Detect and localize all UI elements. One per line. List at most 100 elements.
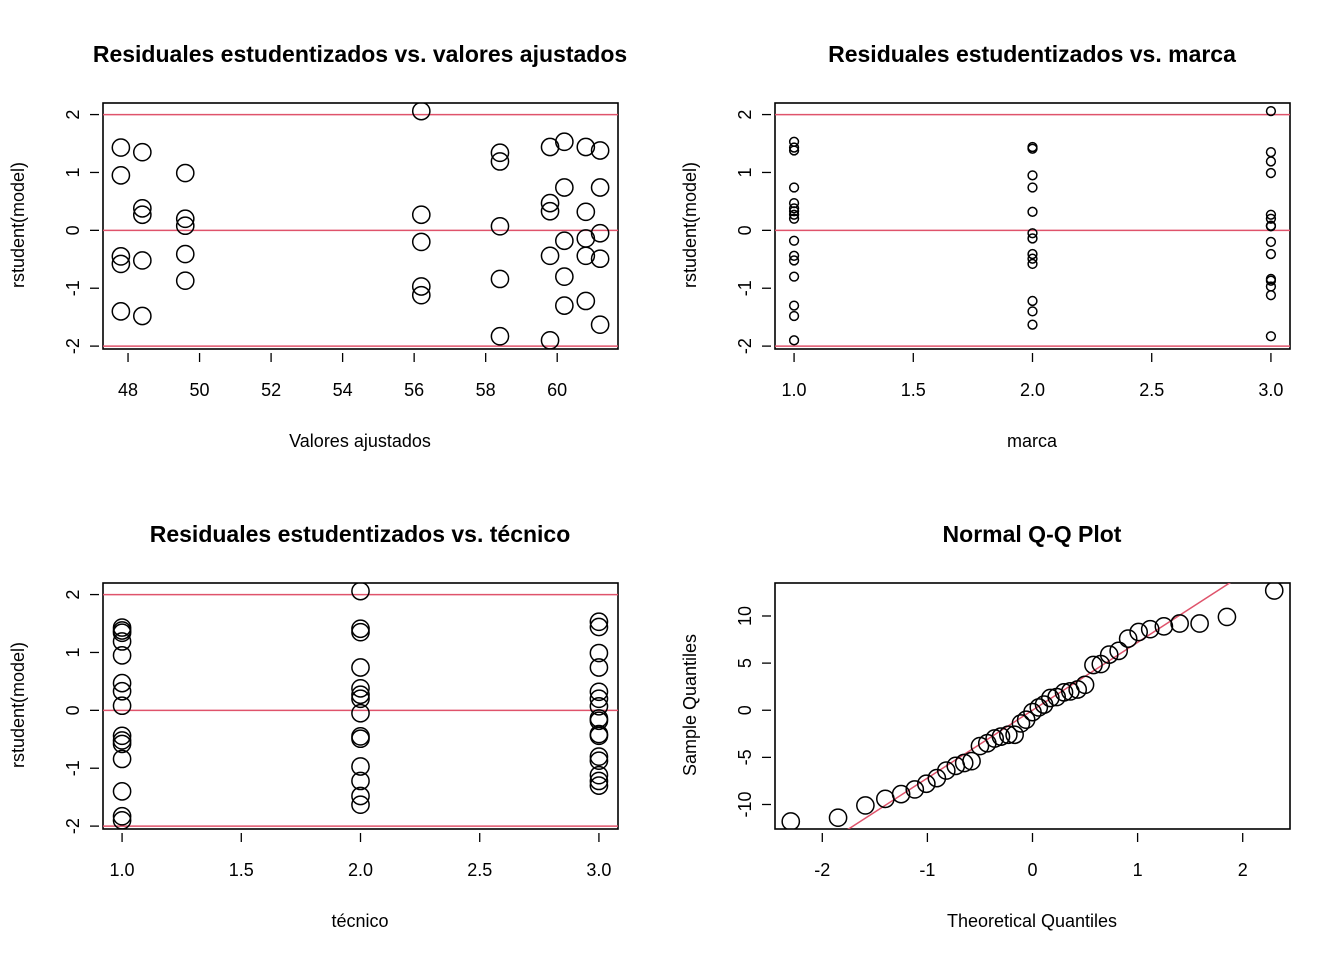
data-point: [1265, 156, 1277, 167]
y-axis-label: Sample Quantiles: [680, 634, 700, 776]
data-point: [351, 757, 370, 776]
data-point: [490, 269, 510, 289]
data-point: [576, 202, 596, 222]
data-point: [590, 249, 610, 269]
data-point: [954, 753, 974, 773]
data-point: [555, 132, 574, 152]
x-axis-label: marca: [1007, 431, 1058, 451]
plot-frame: [774, 582, 1291, 830]
data-point: [132, 251, 152, 270]
data-point: [411, 232, 431, 252]
data-point: [1217, 607, 1237, 627]
data-point: [111, 138, 131, 157]
data-point: [1264, 583, 1284, 600]
x-tick-label: 50: [190, 380, 210, 400]
y-tick-label: -2: [735, 338, 755, 354]
y-tick-label: -10: [735, 791, 755, 817]
data-point: [351, 703, 370, 723]
data-point: [589, 689, 609, 709]
plot-area: [775, 105, 1290, 347]
y-tick-label: 5: [735, 658, 755, 668]
plot-area: [103, 583, 618, 829]
x-tick-label: 58: [476, 380, 496, 400]
data-point: [112, 810, 132, 829]
data-point: [1154, 617, 1174, 636]
x-tick-label: 1.0: [782, 380, 807, 400]
data-point: [112, 749, 132, 769]
y-tick-label: 1: [735, 167, 755, 177]
data-point: [916, 774, 936, 794]
data-point: [788, 213, 800, 224]
data-point: [788, 142, 800, 153]
chart-title: Residuales estudentizados vs. valores aj…: [93, 41, 627, 67]
data-point: [112, 696, 132, 716]
data-point: [411, 277, 431, 296]
data-point: [1027, 248, 1038, 260]
data-point: [1265, 209, 1277, 220]
data-point: [589, 643, 609, 663]
data-point: [589, 765, 609, 785]
data-point: [788, 203, 800, 214]
data-point: [788, 310, 800, 322]
data-point: [576, 137, 596, 157]
x-axis-label: técnico: [331, 911, 388, 931]
y-tick-label: 0: [63, 705, 83, 715]
data-point: [1027, 295, 1038, 307]
data-point: [1027, 170, 1038, 181]
data-point: [112, 646, 132, 665]
data-point: [555, 231, 574, 251]
data-point: [589, 696, 609, 716]
data-point: [112, 734, 132, 754]
data-point: [788, 271, 800, 282]
data-point: [970, 736, 990, 756]
data-point: [1005, 725, 1024, 745]
data-point: [1265, 275, 1277, 286]
data-point: [351, 658, 370, 677]
data-point: [589, 747, 609, 766]
data-point: [589, 724, 609, 744]
data-point: [112, 806, 132, 826]
data-point: [1140, 619, 1160, 639]
data-point: [589, 726, 609, 746]
data-point: [589, 776, 609, 795]
data-point: [1109, 641, 1129, 661]
x-tick-label: 2.5: [467, 860, 492, 880]
y-tick-label: 1: [63, 647, 83, 657]
data-point: [555, 296, 574, 315]
data-point: [590, 223, 610, 243]
x-tick-label: 1.0: [110, 860, 135, 880]
data-point: [1027, 253, 1038, 264]
data-point: [540, 137, 560, 157]
data-point: [351, 622, 370, 642]
data-point: [589, 711, 609, 731]
data-point: [1011, 714, 1031, 733]
data-point: [112, 632, 132, 651]
data-point: [1029, 698, 1049, 717]
data-point: [1129, 622, 1149, 642]
data-point: [590, 315, 610, 335]
y-axis-label: rstudent(model): [8, 642, 28, 768]
data-point: [112, 782, 132, 801]
y-tick-label: 0: [735, 225, 755, 235]
panel-residuals-vs-marca: Residuales estudentizados vs. marca marc…: [680, 41, 1291, 451]
data-point: [411, 285, 431, 305]
data-point: [555, 267, 574, 286]
data-point: [589, 682, 609, 702]
x-tick-label: 2.0: [1020, 380, 1045, 400]
data-point: [1027, 228, 1038, 239]
data-point: [589, 771, 609, 791]
x-tick-label: 48: [118, 380, 138, 400]
x-tick-label: -1: [919, 860, 935, 880]
data-point: [788, 145, 800, 156]
data-point: [1265, 290, 1277, 301]
data-point: [111, 247, 131, 266]
panel-residuals-vs-tecnico: Residuales estudentizados vs. técnico té…: [8, 521, 619, 931]
data-point: [589, 751, 609, 771]
x-tick-label: 0: [1027, 860, 1037, 880]
chart-title: Residuales estudentizados vs. marca: [828, 41, 1236, 67]
data-point: [576, 246, 596, 266]
chart-title: Residuales estudentizados vs. técnico: [150, 521, 571, 547]
data-point: [590, 178, 610, 197]
data-point: [905, 780, 925, 799]
data-point: [175, 163, 195, 183]
